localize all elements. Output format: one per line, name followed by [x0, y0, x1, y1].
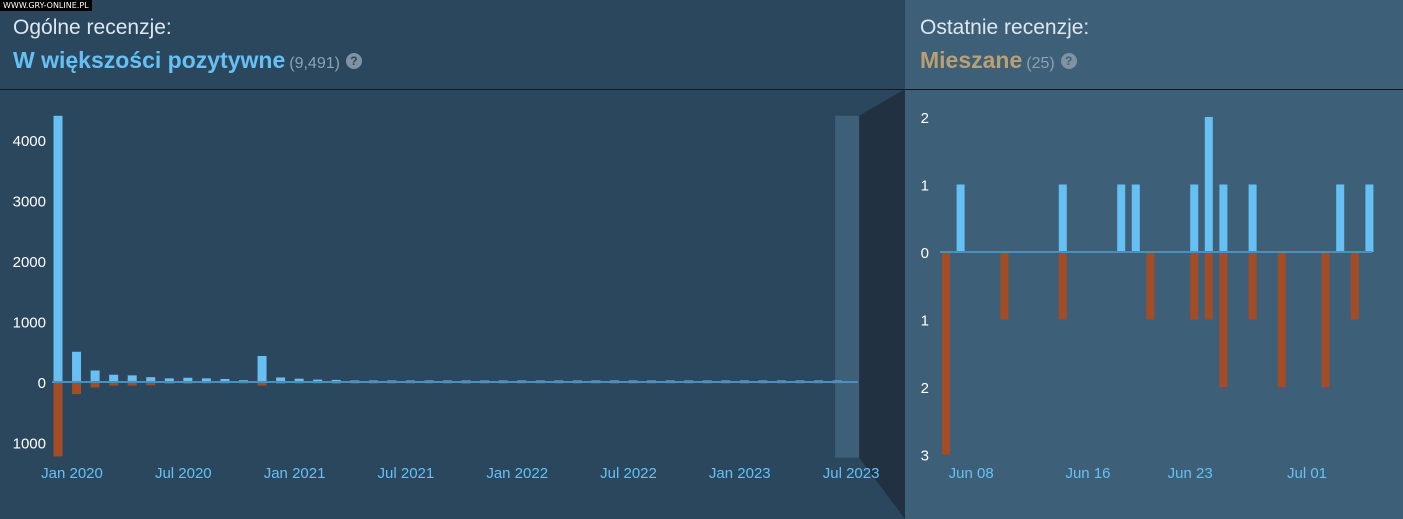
x-tick-label: Jun 08 — [949, 465, 994, 482]
question-icon[interactable]: ? — [1060, 53, 1077, 69]
negative-bar — [1000, 252, 1009, 320]
positive-bar — [257, 355, 267, 382]
positive-bar — [90, 370, 100, 382]
recent-rating-text[interactable]: Mieszane — [920, 47, 1023, 73]
overall-reviews-summary: W większości pozytywne (9,491)? — [13, 47, 362, 74]
positive-bar — [956, 184, 965, 252]
positive-bar — [1204, 117, 1213, 252]
negative-bar — [127, 382, 137, 386]
negative-bar — [72, 382, 82, 395]
negative-bar — [109, 382, 119, 386]
recent-histogram[interactable]: 0 1 2 1 2 3 Jun 08 Jun 16 Jun 23 Jul 01 — [921, 110, 1374, 482]
x-tick-label: Jan 2023 — [709, 465, 771, 482]
negative-bar — [942, 252, 950, 455]
negative-bar — [146, 382, 156, 386]
question-icon[interactable]: ? — [345, 53, 362, 69]
y-tick-label: 2 — [921, 110, 929, 127]
positive-bar — [1248, 184, 1257, 252]
overall-reviews-label: Ogólne recenzje: — [13, 16, 172, 39]
positive-bar — [1131, 184, 1140, 252]
overall-histogram[interactable]: 0 1000 2000 3000 4000 1000 Jan 2020 Jul 2020 Jan… — [13, 115, 880, 482]
y-tick-label: 1 — [921, 178, 929, 195]
positive-bar — [201, 378, 211, 382]
overall-review-count: (9,491) — [289, 55, 340, 72]
x-tick-label: Jul 2020 — [155, 465, 212, 482]
recent-review-count: (25) — [1026, 55, 1055, 72]
negative-bar — [1321, 252, 1330, 387]
negative-bar — [1204, 252, 1213, 320]
negative-bar — [1058, 252, 1067, 320]
negative-bar — [1219, 252, 1228, 387]
x-tick-label: Jul 2023 — [823, 465, 880, 482]
negative-bar — [1350, 252, 1359, 320]
negative-bar — [90, 382, 100, 388]
recent-reviews-summary: Mieszane (25)? — [920, 47, 1077, 74]
positive-bar — [146, 377, 156, 382]
positive-bar — [220, 378, 230, 382]
y-tick-label: 1000 — [13, 315, 46, 332]
positive-bar — [1219, 184, 1228, 252]
x-tick-label: Jun 23 — [1168, 465, 1213, 482]
y-tick-label: 0 — [921, 245, 929, 262]
recent-divider — [905, 89, 1403, 90]
x-tick-label: Jun 16 — [1065, 465, 1110, 482]
negative-bar — [257, 382, 267, 386]
positive-bar — [183, 377, 193, 382]
x-tick-label: Jul 2022 — [600, 465, 657, 482]
positive-bar — [53, 115, 63, 383]
x-tick-label: Jan 2021 — [264, 465, 326, 482]
y-tick-label: 2 — [921, 380, 929, 397]
recent-reviews-label: Ostatnie recenzje: — [920, 16, 1090, 39]
y-tick-label: 1000 — [13, 436, 46, 453]
negative-bar — [1277, 252, 1286, 387]
positive-bar — [1365, 184, 1374, 252]
y-tick-label: 3000 — [13, 194, 46, 211]
x-tick-label: Jan 2022 — [486, 465, 548, 482]
negative-bar — [53, 382, 63, 457]
y-tick-label: 1 — [921, 313, 929, 330]
positive-bar — [313, 379, 323, 382]
positive-bar — [1058, 184, 1067, 252]
overall-rating-text[interactable]: W większości pozytywne — [13, 47, 286, 73]
positive-bar — [276, 377, 286, 382]
y-tick-label: 4000 — [13, 133, 46, 150]
overall-divider — [0, 89, 905, 90]
y-tick-label: 0 — [38, 375, 46, 392]
overall-reviews-panel: Ogólne recenzje: W większości pozytywne(… — [0, 16, 905, 90]
positive-bar — [1336, 184, 1345, 252]
positive-bar — [294, 378, 304, 382]
y-tick-label: 2000 — [13, 254, 46, 271]
zoom-connector — [859, 89, 905, 519]
x-tick-label: Jan 2020 — [41, 465, 103, 482]
x-tick-label: Jul 2021 — [378, 465, 435, 482]
positive-bar — [331, 379, 341, 382]
positive-bar — [72, 351, 82, 382]
site-watermark: WWW.GRY-ONLINE.PL — [0, 0, 92, 11]
negative-bar — [1190, 252, 1199, 320]
positive-bar — [1117, 184, 1126, 252]
positive-bar — [1190, 184, 1199, 252]
positive-bar — [127, 375, 137, 382]
recent-period-highlight[interactable] — [835, 115, 860, 458]
positive-bar — [109, 374, 119, 382]
negative-bar — [1146, 252, 1155, 320]
negative-bar — [1248, 252, 1257, 320]
y-tick-label: 3 — [921, 448, 929, 465]
x-tick-label: Jul 01 — [1287, 465, 1327, 482]
positive-bar — [164, 378, 174, 382]
